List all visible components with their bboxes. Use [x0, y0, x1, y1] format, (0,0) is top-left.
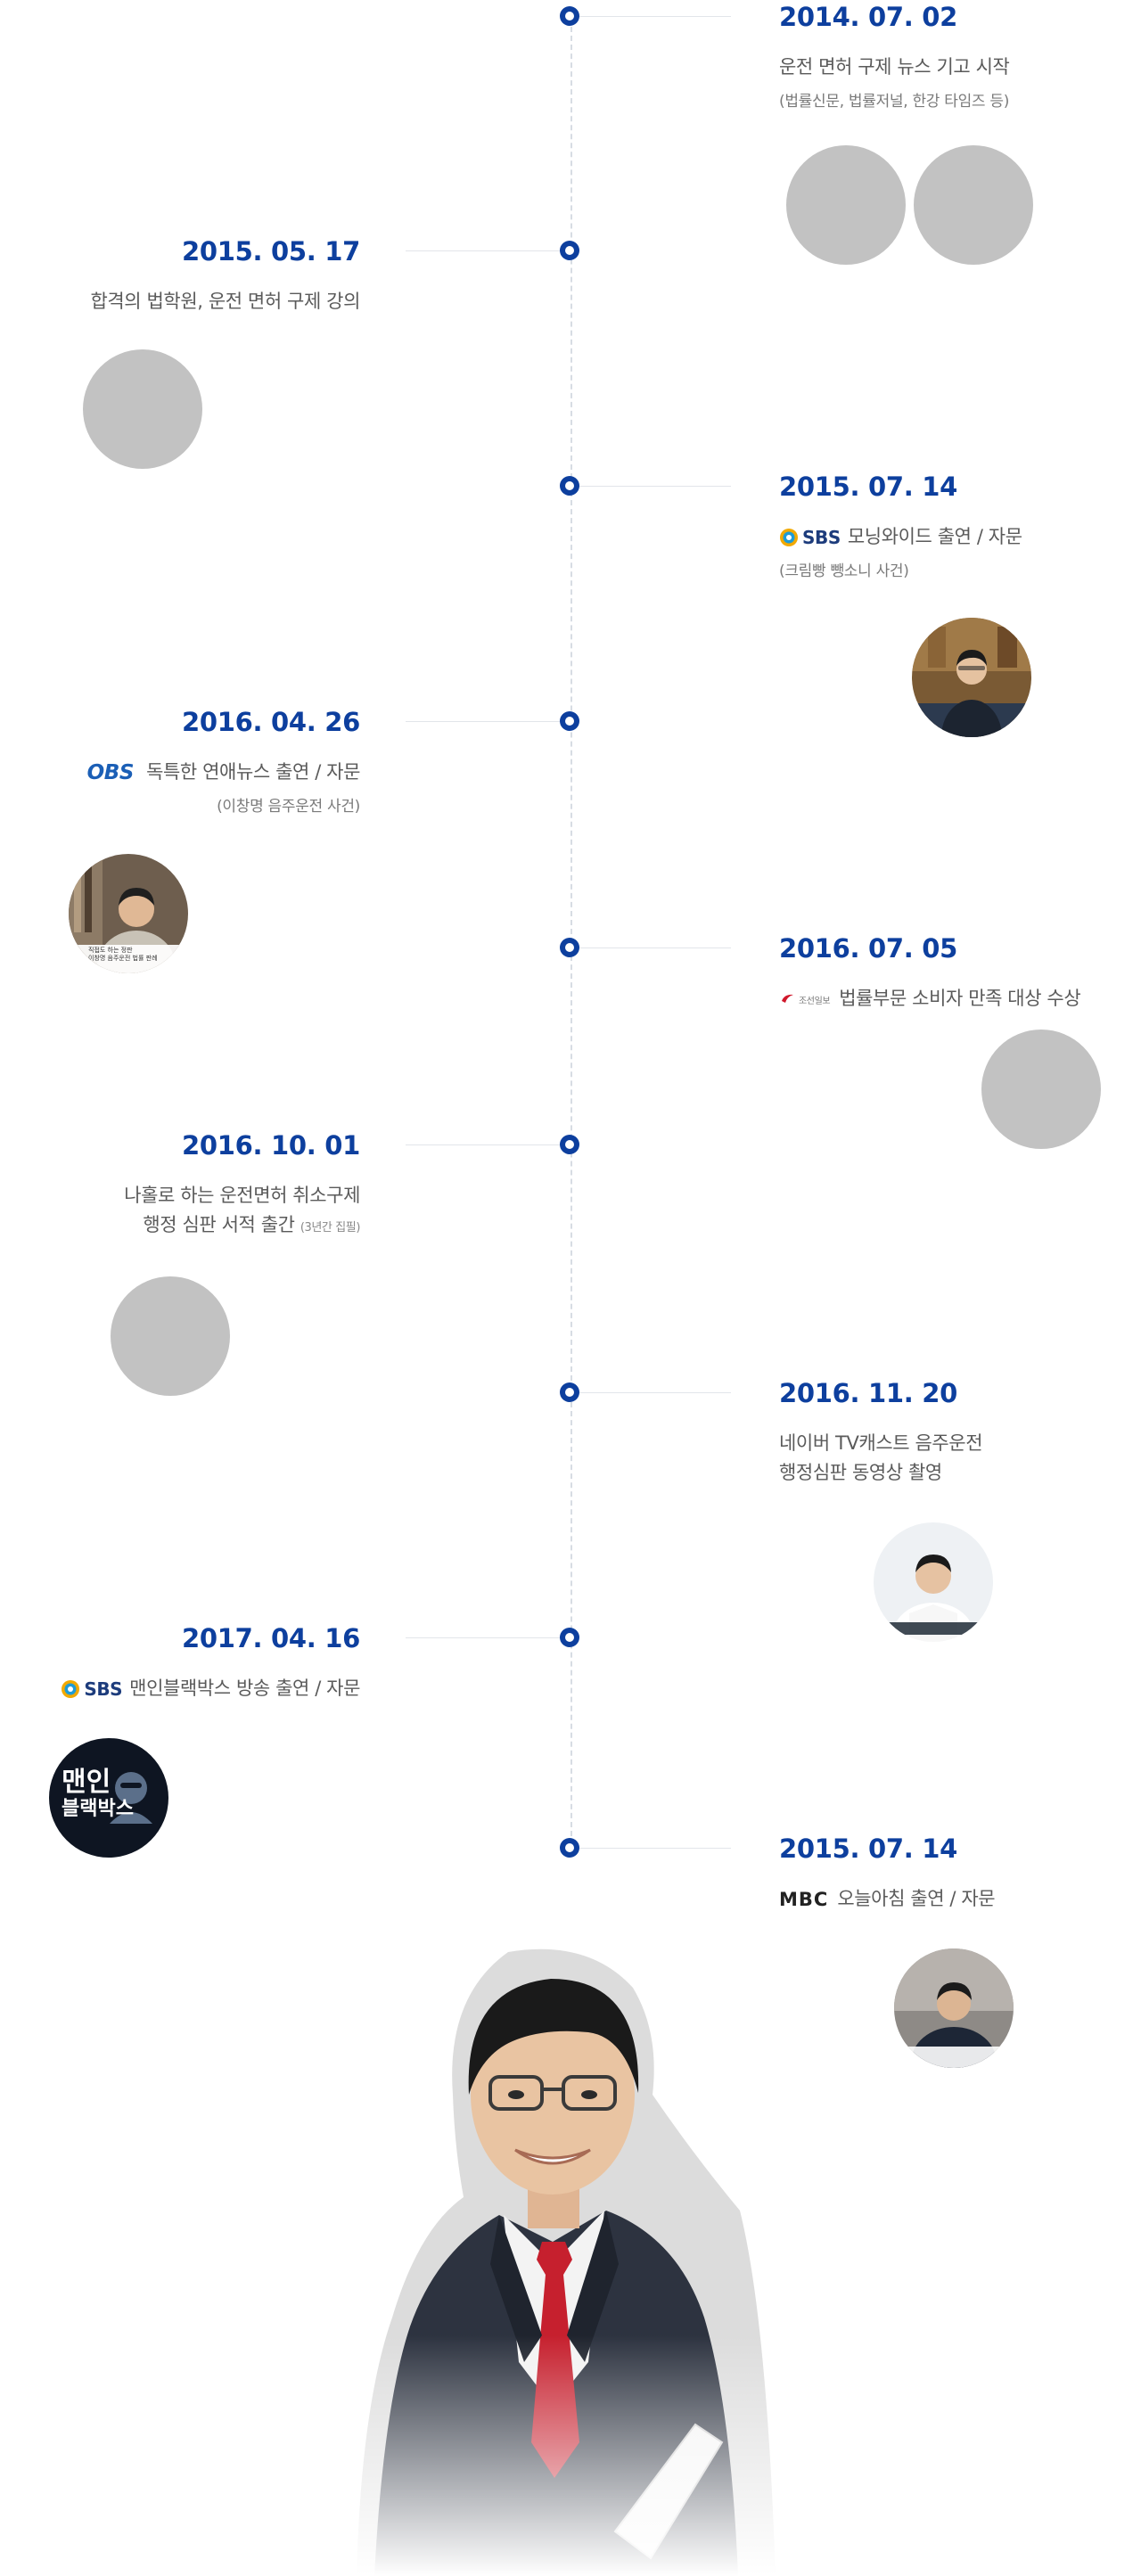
program-logo: 맨인 블랙박스 [49, 1738, 168, 1858]
timeline-subtext: (크림빵 뺑소니 사건) [779, 562, 909, 580]
timeline-node [560, 711, 579, 731]
timeline-node [560, 1628, 579, 1647]
program-logo-text: 블랙박스 [62, 1798, 134, 1820]
timeline-text: SBS 모닝와이드 출연 / 자문 [779, 522, 1022, 549]
mbc-logo-icon: MBC [779, 1889, 829, 1910]
timeline-note: (3년간 집필) [300, 1221, 361, 1235]
timeline-connector [579, 16, 731, 17]
timeline-connector [406, 1637, 560, 1638]
photo-placeholder [914, 145, 1033, 265]
timeline-date: 2015. 05. 17 [181, 236, 360, 267]
lawyer-portrait [321, 1943, 784, 2576]
timeline-text: 네이버 TV캐스트 음주운전 [779, 1432, 983, 1454]
timeline-subtext: (법률신문, 법률저널, 한강 타임즈 등) [779, 93, 1010, 111]
photo-placeholder [786, 145, 906, 265]
sbs-logo-icon: SBS [779, 527, 841, 548]
thumbnail-caption: 이창명 음주운전 법률 판례 [88, 955, 158, 962]
broadcast-thumbnail [874, 1522, 993, 1642]
timeline-text: 나홀로 하는 운전면허 취소구제 [124, 1185, 360, 1206]
timeline-connector [579, 1392, 731, 1393]
timeline-date: 2017. 04. 16 [181, 1623, 360, 1653]
timeline-text: 행정 심판 서적 출간 (3년간 집필) [143, 1214, 361, 1235]
timeline-text: 조선일보 법률부문 소비자 만족 대상 수상 [779, 984, 1081, 1011]
thumbnail-caption: 직접도 하는 정판 [88, 947, 133, 954]
timeline-node [560, 1135, 579, 1154]
timeline-text: 행정심판 동영상 촬영 [779, 1462, 942, 1483]
timeline-date: 2016. 04. 26 [181, 707, 360, 737]
timeline-node [560, 1838, 579, 1858]
timeline-connector [579, 1848, 731, 1849]
broadcast-thumbnail [894, 1948, 1014, 2068]
timeline-text: 운전 면허 구제 뉴스 기고 시작 [779, 56, 1010, 78]
timeline-connector [406, 250, 560, 251]
timeline-subtext: (이창명 음주운전 사건) [217, 798, 360, 816]
timeline-node [560, 938, 579, 957]
photo-placeholder [981, 1030, 1101, 1149]
chosun-logo-icon: 조선일보 [779, 992, 831, 1006]
timeline-text: OBS 독특한 연애뉴스 출연 / 자문 [86, 761, 361, 784]
sbs-logo-icon: SBS [61, 1678, 123, 1700]
timeline-text: SBS 맨인블랙박스 방송 출연 / 자문 [61, 1674, 360, 1701]
photo-placeholder [83, 349, 202, 469]
timeline-node [560, 1382, 579, 1402]
broadcast-thumbnail: 직접도 하는 정판 이창명 음주운전 법률 판례 [69, 854, 188, 973]
timeline-node [560, 6, 579, 26]
timeline-date: 2016. 11. 20 [779, 1378, 958, 1408]
timeline-connector [406, 1144, 560, 1145]
timeline-date: 2016. 10. 01 [181, 1130, 360, 1161]
timeline-date: 2015. 07. 14 [779, 472, 958, 502]
timeline-node [560, 241, 579, 260]
timeline-node [560, 476, 579, 496]
obs-logo-icon: OBS [86, 761, 135, 784]
program-logo-text: 맨인 [62, 1767, 111, 1798]
photo-placeholder [111, 1276, 230, 1396]
timeline-connector [406, 721, 560, 722]
timeline-date: 2014. 07. 02 [779, 2, 958, 32]
timeline-date: 2016. 07. 05 [779, 933, 958, 964]
timeline-connector [579, 486, 731, 487]
timeline-text: MBC 오늘아침 출연 / 자문 [779, 1888, 996, 1910]
timeline-text: 합격의 법학원, 운전 면허 구제 강의 [90, 291, 360, 312]
timeline-date: 2015. 07. 14 [779, 1834, 958, 1864]
broadcast-thumbnail [912, 618, 1031, 737]
timeline-axis [570, 18, 572, 1854]
